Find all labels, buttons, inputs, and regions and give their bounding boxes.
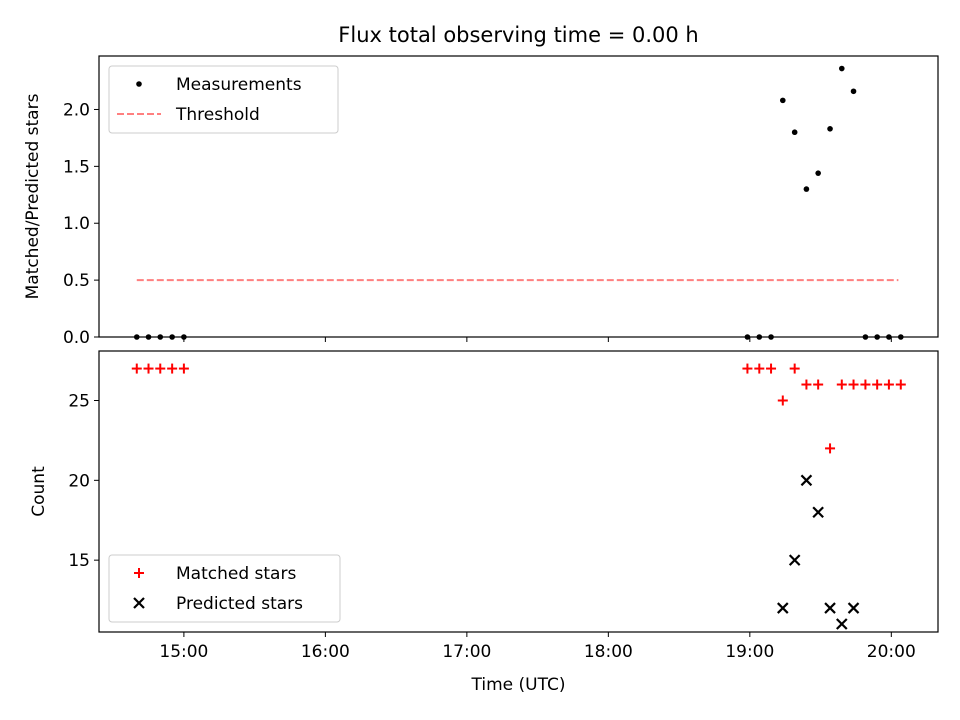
- legend-item-predicted-stars: Predicted stars: [133, 594, 303, 614]
- dot-point: [803, 186, 810, 192]
- y-tick-label: 1.5: [63, 157, 90, 177]
- plus-point: [167, 363, 178, 374]
- x-point-b: [847, 602, 860, 614]
- x-tick-label: 19:00: [725, 642, 774, 662]
- y-tick-label: 20: [68, 471, 90, 491]
- legend-label: Threshold: [175, 105, 260, 125]
- legend: Matched stars Predicted stars: [108, 554, 341, 623]
- x-point-b: [788, 554, 801, 566]
- top-panel: Flux total observing time = 0.00 h 0.00.…: [23, 23, 939, 348]
- x-tick-label: 16:00: [301, 642, 350, 662]
- legend-label: Predicted stars: [176, 594, 303, 614]
- x-tick-label: 18:00: [584, 642, 633, 662]
- bottom-panel: 15:00 16:00 17:00 18:00 19:00 20:00 15 20 25 Matc…: [29, 350, 939, 695]
- x-point: [836, 618, 848, 630]
- legend: Measurements Threshold: [108, 65, 339, 134]
- y-tick-label: 2.0: [63, 100, 90, 120]
- legend-box: [108, 554, 341, 623]
- dot-point: [850, 88, 857, 95]
- plus-point: [883, 379, 894, 390]
- legend-marker-swatch: [134, 568, 144, 578]
- legend-label: Matched stars: [176, 564, 296, 584]
- y-tick-label: 1.0: [63, 214, 90, 234]
- legend-item-matched-stars: Matched stars: [134, 564, 296, 584]
- x-point-b: [800, 474, 813, 487]
- legend-item-measurements: Measurements: [136, 75, 302, 95]
- dot-point: [838, 65, 845, 72]
- top-plot-area: 0.0 0.5 1.0 1.5 2.0 Measurements Threshold: [63, 55, 939, 348]
- plus-point: [131, 363, 142, 374]
- plus-point: [848, 379, 859, 390]
- x-tick-label: 20:00: [867, 642, 916, 662]
- x-tick-label: 17:00: [442, 642, 491, 662]
- plus-point: [801, 379, 812, 390]
- top-y-axis-label: Matched/Predicted stars: [23, 93, 43, 299]
- dot-point: [779, 97, 786, 104]
- plus-point: [789, 363, 800, 374]
- legend-marker-swatch: [136, 81, 142, 87]
- x-point: [824, 602, 836, 614]
- y-tick-label: 0.0: [63, 328, 90, 348]
- x-point-b: [824, 602, 836, 614]
- chart-title: Flux total observing time = 0.00 h: [338, 23, 698, 47]
- plus-point: [813, 379, 824, 390]
- x-point: [812, 506, 824, 519]
- series-matched-stars: [131, 363, 906, 454]
- bottom-y-axis-label: Count: [29, 466, 49, 517]
- x-point: [847, 602, 860, 614]
- legend-box: [108, 65, 339, 134]
- x-axis-label: Time (UTC): [471, 675, 566, 695]
- y-tick-label: 0.5: [63, 271, 90, 291]
- plus-point: [836, 379, 847, 390]
- legend-item-threshold: Threshold: [117, 105, 260, 125]
- legend-marker-swatch: [133, 597, 145, 609]
- plot-frame: [98, 55, 939, 338]
- plus-point: [825, 443, 836, 454]
- dot-point: [791, 129, 798, 136]
- dot-point: [815, 170, 821, 176]
- y-tick-label: 25: [68, 391, 90, 411]
- x-point: [777, 602, 789, 614]
- plot-frame: [98, 350, 939, 633]
- x-tick-label: 15:00: [159, 642, 208, 662]
- x-point-b: [836, 618, 848, 630]
- plus-point: [742, 363, 753, 374]
- dot-point: [827, 126, 833, 132]
- x-point-b: [812, 506, 824, 519]
- legend-label: Measurements: [176, 75, 302, 95]
- bottom-plot-area: 15:00 16:00 17:00 18:00 19:00 20:00 15 20 25 Matc…: [68, 350, 939, 662]
- x-point-b: [777, 602, 789, 614]
- plus-point: [754, 363, 765, 374]
- series-predicted-stars: [777, 474, 860, 630]
- plus-point: [777, 395, 788, 406]
- plus-point: [872, 379, 883, 390]
- y-tick-label: 15: [68, 551, 90, 571]
- plus-point: [766, 363, 777, 374]
- x-point: [788, 554, 801, 566]
- plus-point: [143, 363, 154, 374]
- plus-point: [178, 363, 189, 374]
- legend-marker-swatch-b: [133, 597, 145, 609]
- plus-point: [155, 363, 166, 374]
- plus-point: [895, 379, 906, 390]
- x-point: [800, 474, 813, 487]
- plus-point: [860, 379, 871, 390]
